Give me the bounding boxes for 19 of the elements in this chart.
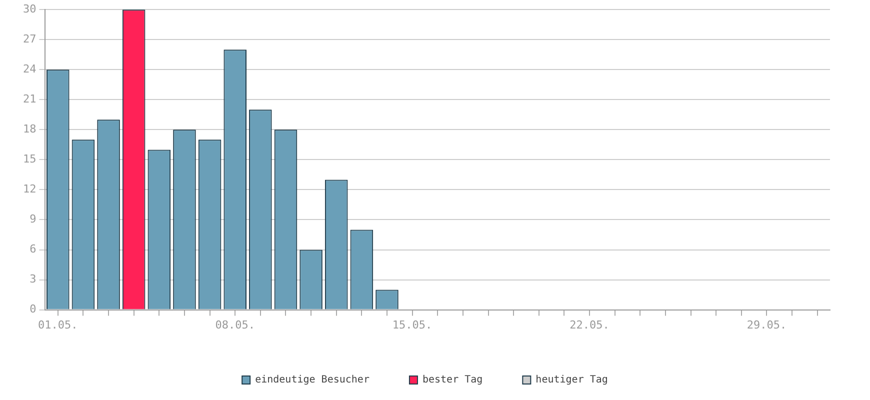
y-tick-label: 15: [22, 152, 36, 166]
y-tick-label: 21: [22, 92, 36, 106]
y-tick-label: 27: [22, 32, 36, 46]
y-tick-label: 9: [30, 212, 36, 226]
x-tick-label: 08.05.: [215, 318, 255, 332]
y-tick-label: 18: [22, 122, 36, 136]
x-tick-label: 15.05.: [392, 318, 432, 332]
y-tick-label: 30: [22, 2, 36, 16]
y-tick-label: 12: [22, 182, 36, 196]
x-tick-label: 22.05.: [570, 318, 610, 332]
y-tick-label: 6: [30, 242, 36, 256]
legend-label: eindeutige Besucher: [255, 374, 370, 386]
legend-label: heutiger Tag: [536, 374, 608, 386]
x-tick-label: 29.05.: [746, 318, 787, 332]
legend-label: bester Tag: [422, 374, 483, 386]
y-tick-label: 24: [22, 62, 37, 76]
x-tick-label: 01.05.: [38, 318, 78, 332]
y-tick-label: 3: [30, 272, 36, 286]
y-tick-label: 0: [30, 302, 36, 316]
